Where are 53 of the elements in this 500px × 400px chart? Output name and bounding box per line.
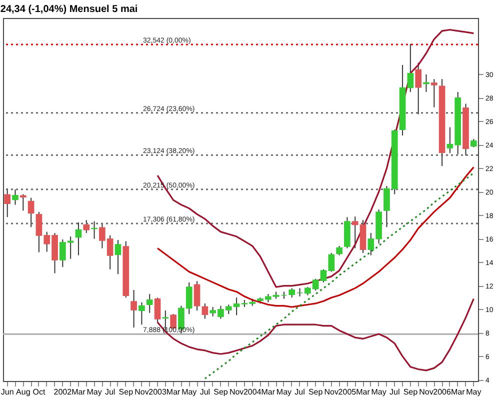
candlestick bbox=[20, 194, 26, 212]
candlestick bbox=[75, 222, 82, 256]
x-tick-label: Sep bbox=[118, 388, 134, 396]
x-tick-label: Mar bbox=[166, 388, 181, 396]
candlestick bbox=[430, 78, 438, 108]
x-tick-label: May bbox=[86, 388, 102, 396]
candlestick bbox=[138, 302, 145, 326]
x-tick-label: Nov bbox=[134, 388, 149, 396]
x-tick-label: Sep bbox=[214, 388, 228, 396]
x-tick-label: Nov bbox=[229, 388, 244, 396]
candlestick bbox=[114, 240, 122, 275]
candlestick bbox=[130, 289, 137, 328]
x-tick-label: Sep bbox=[308, 388, 324, 396]
x-tick-label: May bbox=[182, 388, 197, 396]
candlestick bbox=[423, 74, 430, 93]
x-tick-label: 2004 bbox=[243, 388, 262, 396]
candlestick bbox=[12, 189, 18, 206]
x-tick-label: Sep bbox=[403, 388, 418, 396]
candlestick bbox=[296, 288, 303, 297]
line-series bbox=[204, 172, 474, 380]
x-tick-label: Mar bbox=[261, 388, 276, 396]
chart-title: 24,34 (-1,04%) Mensuel 5 mai bbox=[0, 4, 138, 15]
x-tick-label: Mar bbox=[72, 388, 86, 396]
candlestick bbox=[288, 288, 296, 298]
candlestick bbox=[4, 188, 11, 218]
x-tick-label: Mar bbox=[450, 388, 466, 396]
x-tick-label: May bbox=[466, 388, 482, 396]
x-tick-label: Mar bbox=[356, 388, 370, 396]
candlestick bbox=[407, 43, 414, 93]
x-tick-label: 2003 bbox=[148, 388, 167, 396]
x-tick-label: May bbox=[276, 388, 292, 396]
x-tick-label: Jul bbox=[104, 388, 116, 396]
x-tick-label: Jul bbox=[390, 388, 400, 396]
candlestick bbox=[83, 220, 90, 234]
candlestick bbox=[202, 302, 208, 320]
x-tick-label: 2005 bbox=[338, 388, 357, 396]
x-tick-label: Aug bbox=[16, 388, 30, 396]
x-tick-label: Oct bbox=[32, 388, 46, 396]
candlestick bbox=[336, 245, 342, 256]
x-tick-label: Jul bbox=[200, 388, 210, 396]
candlestick bbox=[280, 291, 288, 300]
candlestick bbox=[194, 280, 200, 312]
x-tick-label: May bbox=[371, 388, 386, 396]
candlestick bbox=[415, 62, 422, 115]
x-tick-label: Jun bbox=[0, 388, 14, 396]
x-tick-label: Jul bbox=[294, 388, 306, 396]
candlestick bbox=[28, 197, 34, 228]
candlestick bbox=[146, 294, 153, 314]
candlestick bbox=[154, 297, 161, 323]
x-tick-label: Nov bbox=[324, 388, 339, 396]
x-tick-label: 2006 bbox=[433, 388, 452, 396]
x-tick-label: 2002 bbox=[54, 388, 72, 396]
x-tick-label: Nov bbox=[419, 388, 434, 396]
